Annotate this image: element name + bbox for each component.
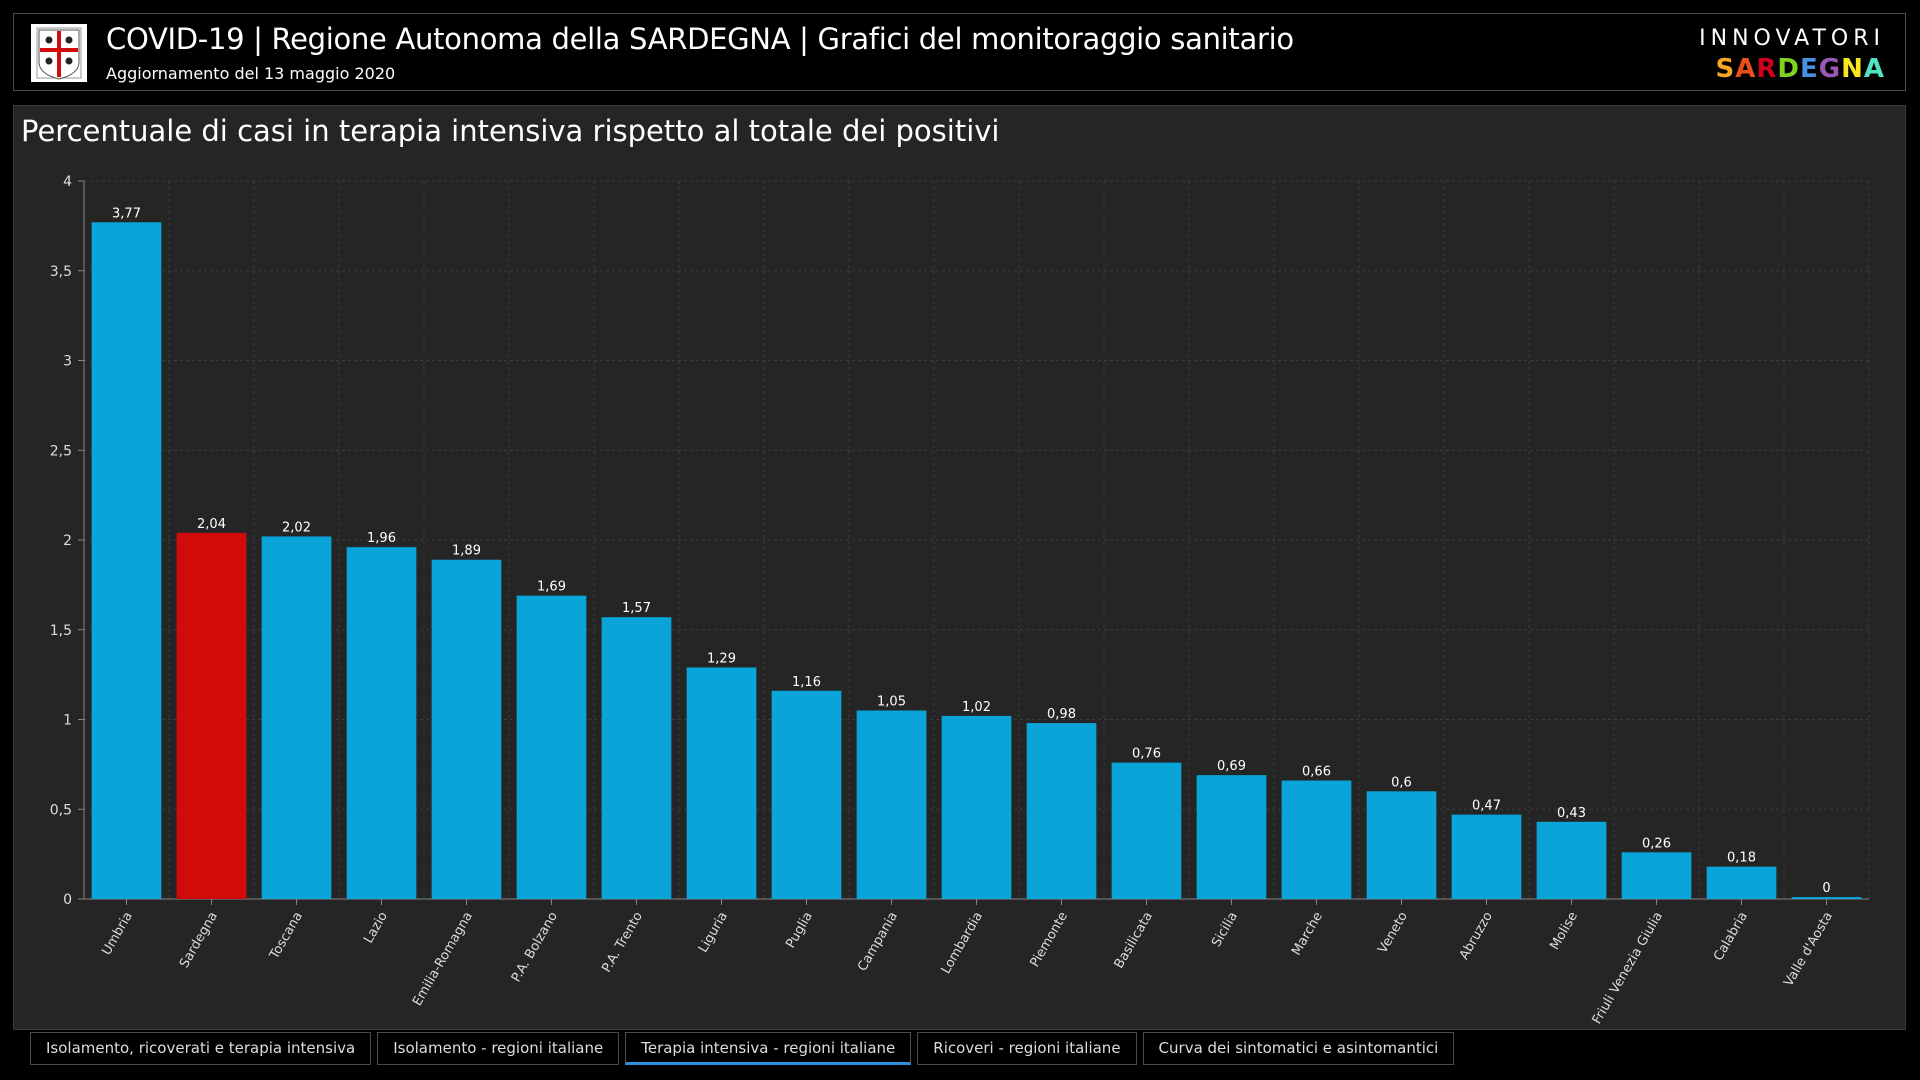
y-tick-label: 1,5 bbox=[50, 623, 72, 639]
bar bbox=[1621, 852, 1692, 899]
brand-letter: A bbox=[1735, 54, 1757, 84]
y-tick-label: 2,5 bbox=[50, 443, 72, 459]
x-tick-label: P.A. Trento bbox=[599, 909, 646, 975]
data-label: 0,76 bbox=[1132, 747, 1161, 762]
bar bbox=[261, 536, 332, 899]
data-label: 1,57 bbox=[622, 601, 651, 616]
data-label: 1,05 bbox=[877, 695, 906, 710]
x-tick-label: Toscana bbox=[267, 910, 306, 963]
data-label: 0,47 bbox=[1472, 799, 1501, 814]
x-tick-label: Friuli Venezia Giulia bbox=[1590, 910, 1666, 1027]
tab-3[interactable]: Terapia intensiva - regioni italiane bbox=[625, 1032, 912, 1065]
data-label: 0,43 bbox=[1557, 806, 1586, 821]
chart-title: Percentuale di casi in terapia intensiva… bbox=[21, 114, 1000, 148]
sardinia-flag-logo bbox=[31, 24, 87, 82]
x-tick-label: Basilicata bbox=[1112, 910, 1156, 972]
data-label: 0,66 bbox=[1302, 765, 1331, 780]
data-label: 0,26 bbox=[1642, 836, 1671, 851]
brand-letter: G bbox=[1818, 54, 1842, 84]
brand-logo-bottom: SARDEGNA bbox=[1716, 54, 1885, 84]
x-tick-label: Veneto bbox=[1375, 909, 1411, 956]
bar bbox=[1366, 791, 1437, 899]
x-tick-label: Valle d'Aosta bbox=[1781, 910, 1836, 990]
update-date: Aggiornamento del 13 maggio 2020 bbox=[106, 64, 396, 83]
bar bbox=[346, 547, 417, 899]
data-label: 0,69 bbox=[1217, 759, 1246, 774]
brand-letter: N bbox=[1841, 54, 1864, 84]
x-tick-label: Umbria bbox=[99, 910, 136, 959]
tab-2[interactable]: Isolamento - regioni italiane bbox=[377, 1032, 620, 1065]
x-tick-label: Calabria bbox=[1711, 910, 1751, 964]
data-label: 2,02 bbox=[282, 520, 311, 535]
data-label: 1,02 bbox=[962, 700, 991, 715]
bar bbox=[1196, 775, 1267, 899]
x-tick-label: Liguria bbox=[696, 910, 731, 956]
bar bbox=[1451, 814, 1522, 899]
brand-letter: E bbox=[1800, 54, 1819, 84]
y-tick-label: 3,5 bbox=[50, 264, 72, 280]
x-tick-label: Molise bbox=[1547, 910, 1581, 953]
y-tick-label: 3 bbox=[63, 354, 72, 370]
x-tick-label: Abruzzo bbox=[1457, 909, 1496, 962]
brand-letter: D bbox=[1777, 54, 1800, 84]
x-tick-label: Sicilia bbox=[1209, 910, 1241, 950]
x-tick-label: Marche bbox=[1289, 910, 1326, 959]
data-label: 1,89 bbox=[452, 544, 481, 559]
data-label: 2,04 bbox=[197, 517, 226, 532]
x-tick-label: Lombardia bbox=[939, 910, 986, 977]
y-tick-label: 2 bbox=[63, 533, 72, 549]
bar bbox=[431, 559, 502, 899]
bar bbox=[601, 617, 672, 899]
bar bbox=[516, 595, 587, 899]
bar bbox=[1706, 866, 1777, 899]
bar bbox=[771, 690, 842, 899]
bar bbox=[686, 667, 757, 899]
bar bbox=[1111, 762, 1182, 899]
data-label: 0,6 bbox=[1391, 775, 1412, 790]
data-label: 0,18 bbox=[1727, 851, 1756, 866]
tab-1[interactable]: Isolamento, ricoverati e terapia intensi… bbox=[30, 1032, 372, 1065]
brand-letter: A bbox=[1863, 54, 1885, 84]
x-tick-label: Emilia-Romagna bbox=[410, 910, 476, 1009]
x-tick-label: Sardegna bbox=[177, 910, 221, 971]
x-tick-label: P.A. Bolzano bbox=[509, 909, 561, 984]
data-label: 1,29 bbox=[707, 651, 736, 666]
app-title: COVID-19 | Regione Autonoma della SARDEG… bbox=[106, 22, 1294, 56]
y-tick-label: 1 bbox=[63, 713, 72, 729]
x-tick-label: Lazio bbox=[361, 909, 391, 946]
bar bbox=[1026, 723, 1097, 899]
bar bbox=[856, 710, 927, 899]
bar-chart: 0 0,5 1 1,5 2 2,5 3 3,5 4 3,77 Umbria 2,04 Sardegna 2… bbox=[50, 174, 1870, 1027]
x-tick-label: Campania bbox=[855, 910, 901, 974]
data-label: 3,77 bbox=[112, 206, 141, 221]
data-label: 1,96 bbox=[367, 531, 396, 546]
y-tick-label: 4 bbox=[63, 174, 72, 190]
tab-bar: Isolamento, ricoverati e terapia intensi… bbox=[30, 1032, 1455, 1066]
data-label: 0,98 bbox=[1047, 707, 1076, 722]
tab-5[interactable]: Curva dei sintomatici e asintomantici bbox=[1142, 1032, 1455, 1065]
x-tick-label: Piemonte bbox=[1027, 910, 1071, 970]
header-bar: COVID-19 | Regione Autonoma della SARDEG… bbox=[13, 13, 1906, 91]
bar bbox=[1281, 780, 1352, 899]
bar bbox=[941, 715, 1012, 899]
brand-letter: R bbox=[1756, 54, 1778, 84]
y-tick-label: 0,5 bbox=[50, 802, 72, 818]
bar bbox=[1791, 897, 1862, 899]
data-label: 0 bbox=[1822, 881, 1830, 896]
chart-panel: Percentuale di casi in terapia intensiva… bbox=[13, 105, 1906, 1030]
bar bbox=[1536, 821, 1607, 899]
data-label: 1,69 bbox=[537, 580, 566, 595]
y-tick-label: 0 bbox=[63, 892, 72, 908]
bar bbox=[176, 532, 247, 899]
tab-4[interactable]: Ricoveri - regioni italiane bbox=[917, 1032, 1137, 1065]
bar bbox=[91, 222, 162, 899]
data-label: 1,16 bbox=[792, 675, 821, 690]
x-tick-label: Puglia bbox=[783, 910, 816, 952]
brand-letter: S bbox=[1715, 54, 1736, 84]
brand-logo-top: INNOVATORI bbox=[1699, 26, 1885, 51]
